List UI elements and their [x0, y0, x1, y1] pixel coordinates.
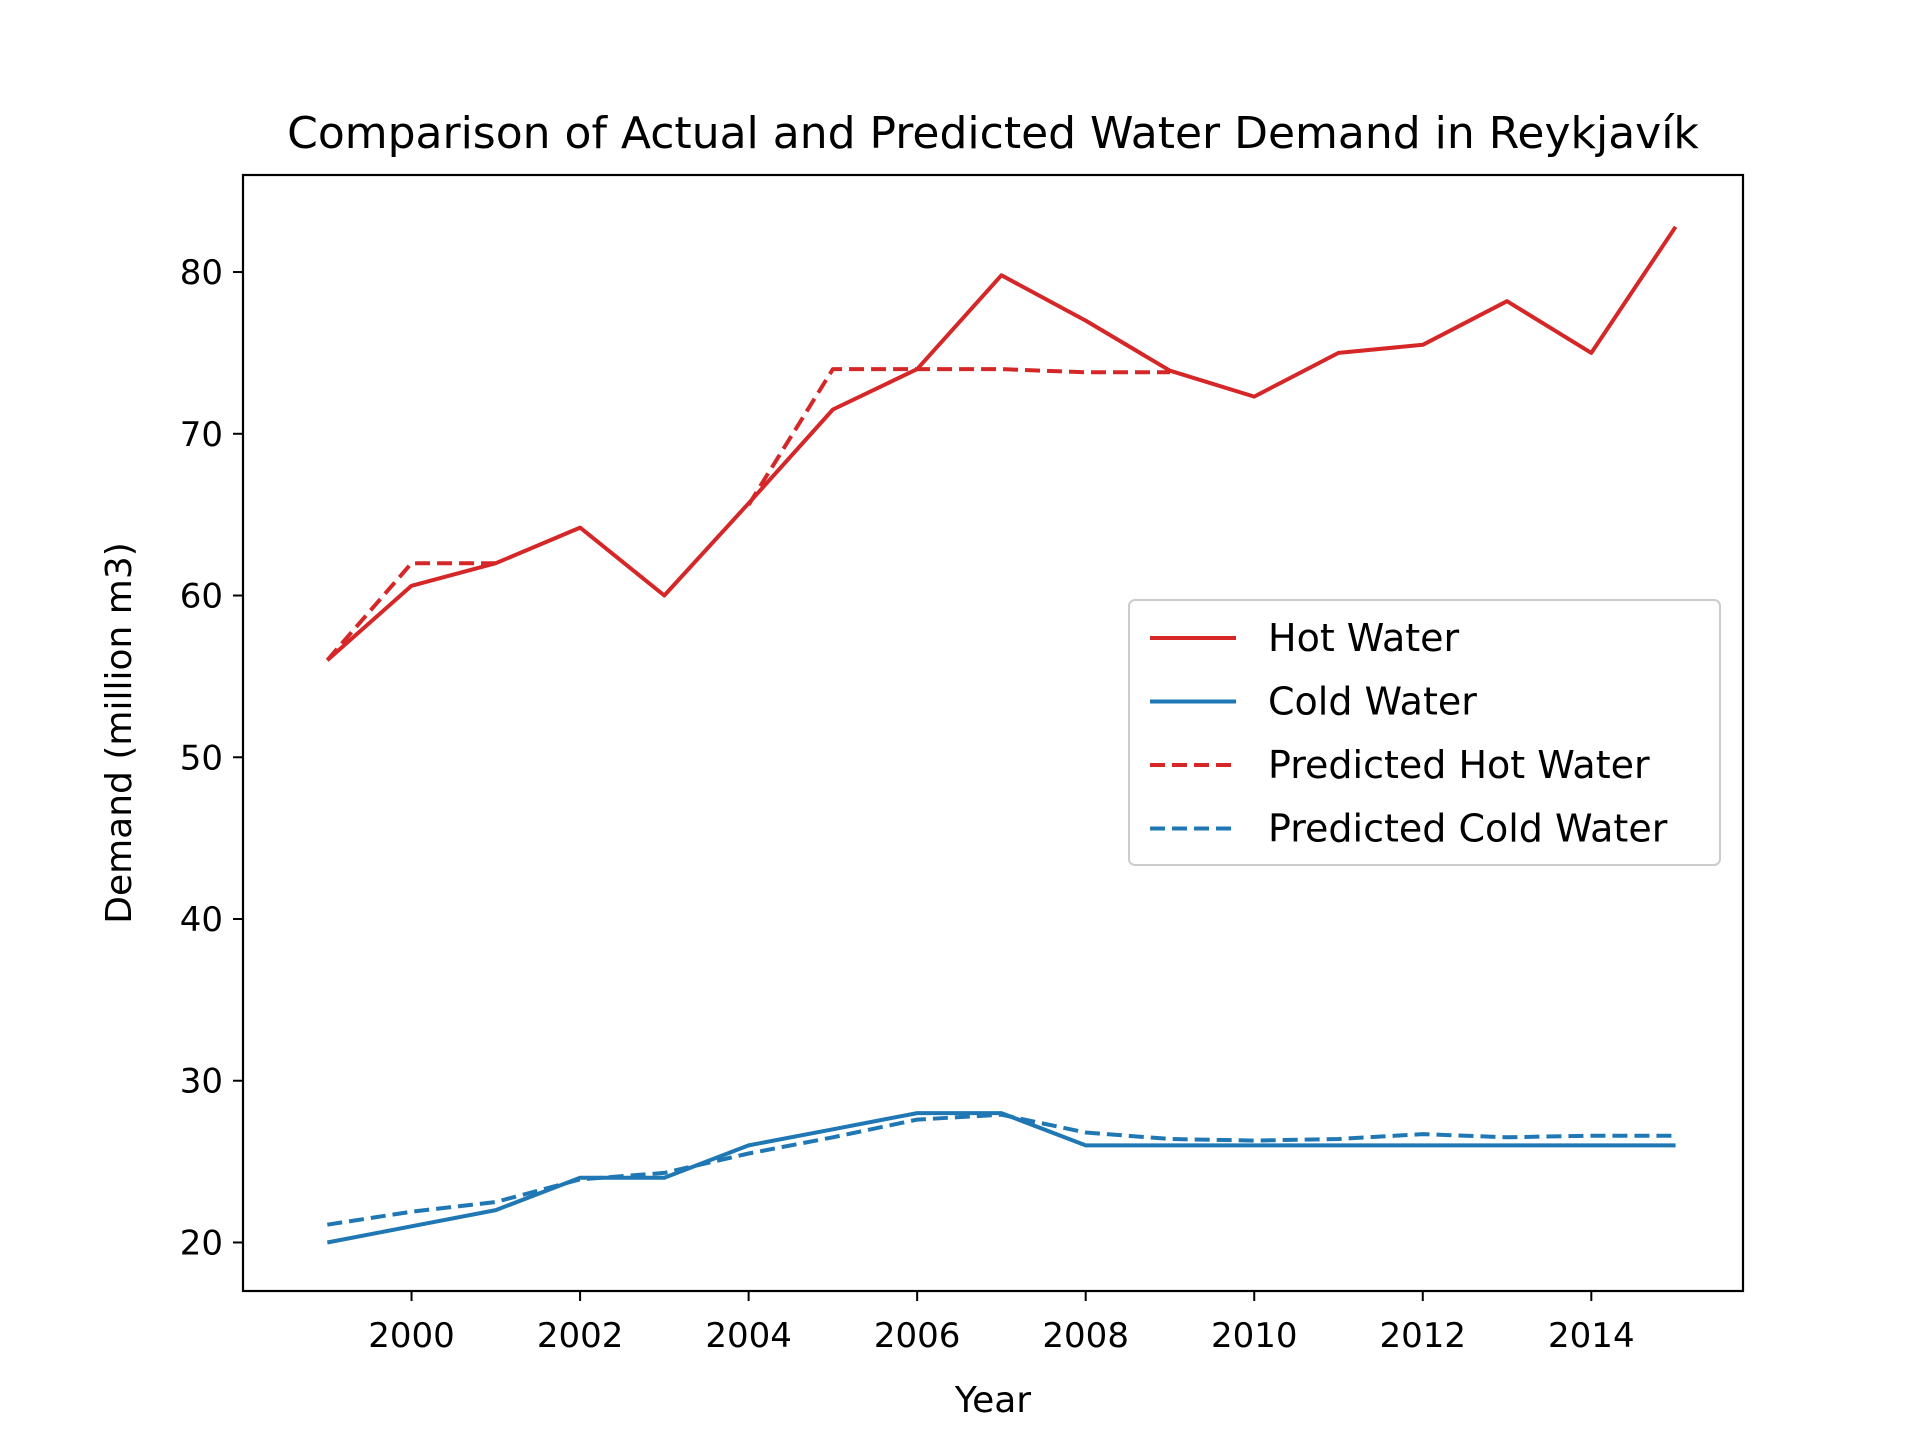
y-tick-label: 50: [180, 738, 223, 778]
x-tick-label: 2006: [874, 1316, 961, 1356]
y-tick-label: 30: [180, 1062, 223, 1102]
legend: Hot Water Cold Water Predicted Hot Water Pr…: [1128, 599, 1721, 866]
series-line-predicted-hot-water: [746, 367, 1170, 506]
y-tick-label: 40: [180, 900, 223, 940]
y-tick-label: 60: [180, 577, 223, 617]
plot-lines: [325, 225, 1678, 1245]
legend-box: [1128, 599, 1721, 866]
x-tick-label: 2004: [705, 1316, 792, 1356]
legend-label-cold-water: Cold Water: [1268, 680, 1477, 724]
chart-title: Comparison of Actual and Predicted Water…: [287, 108, 1699, 159]
y-tick-label: 70: [180, 415, 223, 455]
y-tick-label: 80: [180, 253, 223, 293]
x-axis-label: Year: [954, 1380, 1031, 1421]
y-axis-label: Demand (million m3): [99, 542, 140, 924]
series-line-predicted-cold-water: [326, 1112, 1676, 1227]
legend-entries: Hot Water Cold Water Predicted Hot Water Pr…: [1150, 616, 1668, 851]
x-tick-label: 2014: [1548, 1316, 1635, 1356]
legend-label-hot-water: Hot Water: [1268, 616, 1460, 660]
series-line-predicted-hot-water: [325, 561, 496, 662]
legend-label-predicted-hot-water: Predicted Hot Water: [1268, 743, 1650, 787]
x-tick-label: 2012: [1380, 1316, 1467, 1356]
y-tick-label: 20: [180, 1223, 223, 1263]
x-tick-label: 2002: [537, 1316, 624, 1356]
series-line-hot-water: [325, 225, 1678, 662]
x-tick-label: 2008: [1042, 1316, 1129, 1356]
plot-frame: [241, 173, 1745, 1293]
x-axis-ticks: 2000 2002 2004 2006 2008 2010 2012 2014: [368, 1291, 1635, 1356]
legend-label-predicted-cold-water: Predicted Cold Water: [1268, 807, 1668, 851]
x-tick-label: 2010: [1211, 1316, 1298, 1356]
x-tick-label: 2000: [368, 1316, 455, 1356]
y-axis-ticks: 20 30 40 50 60 70 80: [180, 253, 243, 1263]
